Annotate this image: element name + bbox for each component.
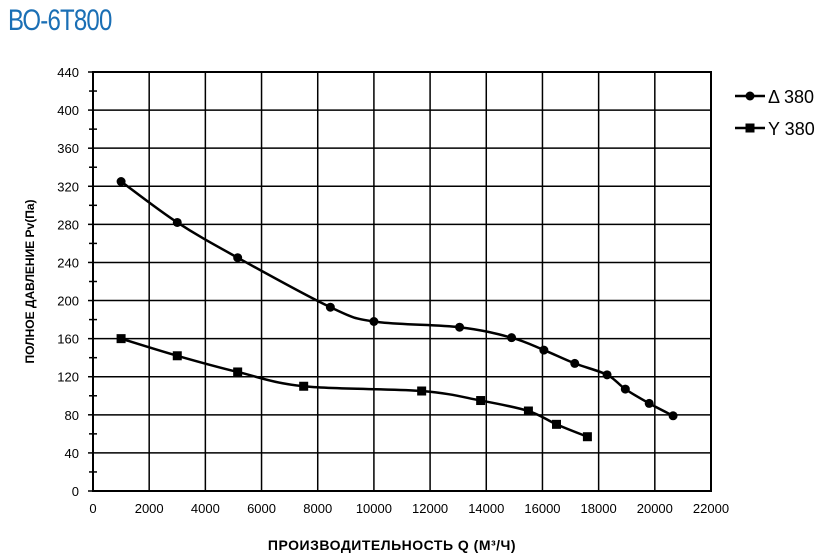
data-point	[299, 381, 309, 391]
legend-label: Δ 380	[768, 87, 814, 107]
legend-marker	[745, 91, 755, 101]
y-tick-label: 120	[57, 370, 79, 385]
x-tick-label: 0	[89, 501, 96, 516]
x-tick-label: 12000	[412, 501, 448, 516]
y-tick-label: 160	[57, 332, 79, 347]
data-point	[172, 217, 182, 227]
data-point	[523, 406, 533, 416]
data-point	[539, 345, 549, 355]
x-tick-label: 22000	[693, 501, 729, 516]
data-point	[570, 358, 580, 368]
data-point	[116, 334, 126, 344]
data-point	[116, 177, 126, 187]
series-line	[120, 337, 588, 438]
x-tick-label: 4000	[191, 501, 220, 516]
x-tick-label: 18000	[581, 501, 617, 516]
data-point	[552, 419, 561, 429]
y-tick-label: 360	[57, 141, 79, 156]
data-point	[369, 316, 379, 326]
y-tick-label: 400	[57, 103, 79, 118]
x-tick-label: 14000	[468, 501, 504, 516]
y-tick-label: 280	[57, 217, 79, 232]
data-point	[172, 351, 182, 361]
chart-title: ВО-6Т800	[8, 4, 112, 37]
y-tick-label: 0	[72, 484, 79, 499]
data-point	[476, 396, 486, 406]
x-tick-label: 20000	[637, 501, 673, 516]
x-tick-label: 2000	[135, 501, 164, 516]
y-tick-label: 200	[57, 294, 79, 309]
data-point	[668, 411, 678, 421]
data-point	[602, 370, 612, 380]
data-point	[233, 253, 243, 263]
plot-frame	[92, 71, 712, 492]
legend-marker	[745, 123, 755, 133]
y-tick-label: 320	[57, 179, 79, 194]
data-point	[620, 384, 630, 394]
data-point	[455, 322, 465, 332]
x-tick-label: 10000	[356, 501, 392, 516]
legend-label: Y 380	[768, 119, 815, 139]
data-point	[325, 302, 335, 312]
y-tick-label: 440	[57, 65, 79, 80]
y-tick-label: 240	[57, 255, 79, 270]
series-line	[120, 180, 674, 417]
data-point	[417, 386, 427, 396]
data-point	[233, 367, 243, 377]
y-tick-label: 80	[65, 408, 79, 423]
x-tick-label: 16000	[524, 501, 560, 516]
data-point	[644, 398, 654, 408]
x-tick-label: 6000	[247, 501, 276, 516]
y-axis-label: ПОЛНОЕ ДАВЛЕНИЕ Pv(Па)	[23, 199, 37, 363]
data-point	[507, 333, 517, 343]
data-point	[582, 432, 592, 442]
x-tick-label: 8000	[303, 501, 332, 516]
y-tick-label: 40	[65, 446, 79, 461]
x-axis-label: ПРОИЗВОДИТЕЛЬНОСТЬ Q (М³/Ч)	[268, 537, 516, 553]
